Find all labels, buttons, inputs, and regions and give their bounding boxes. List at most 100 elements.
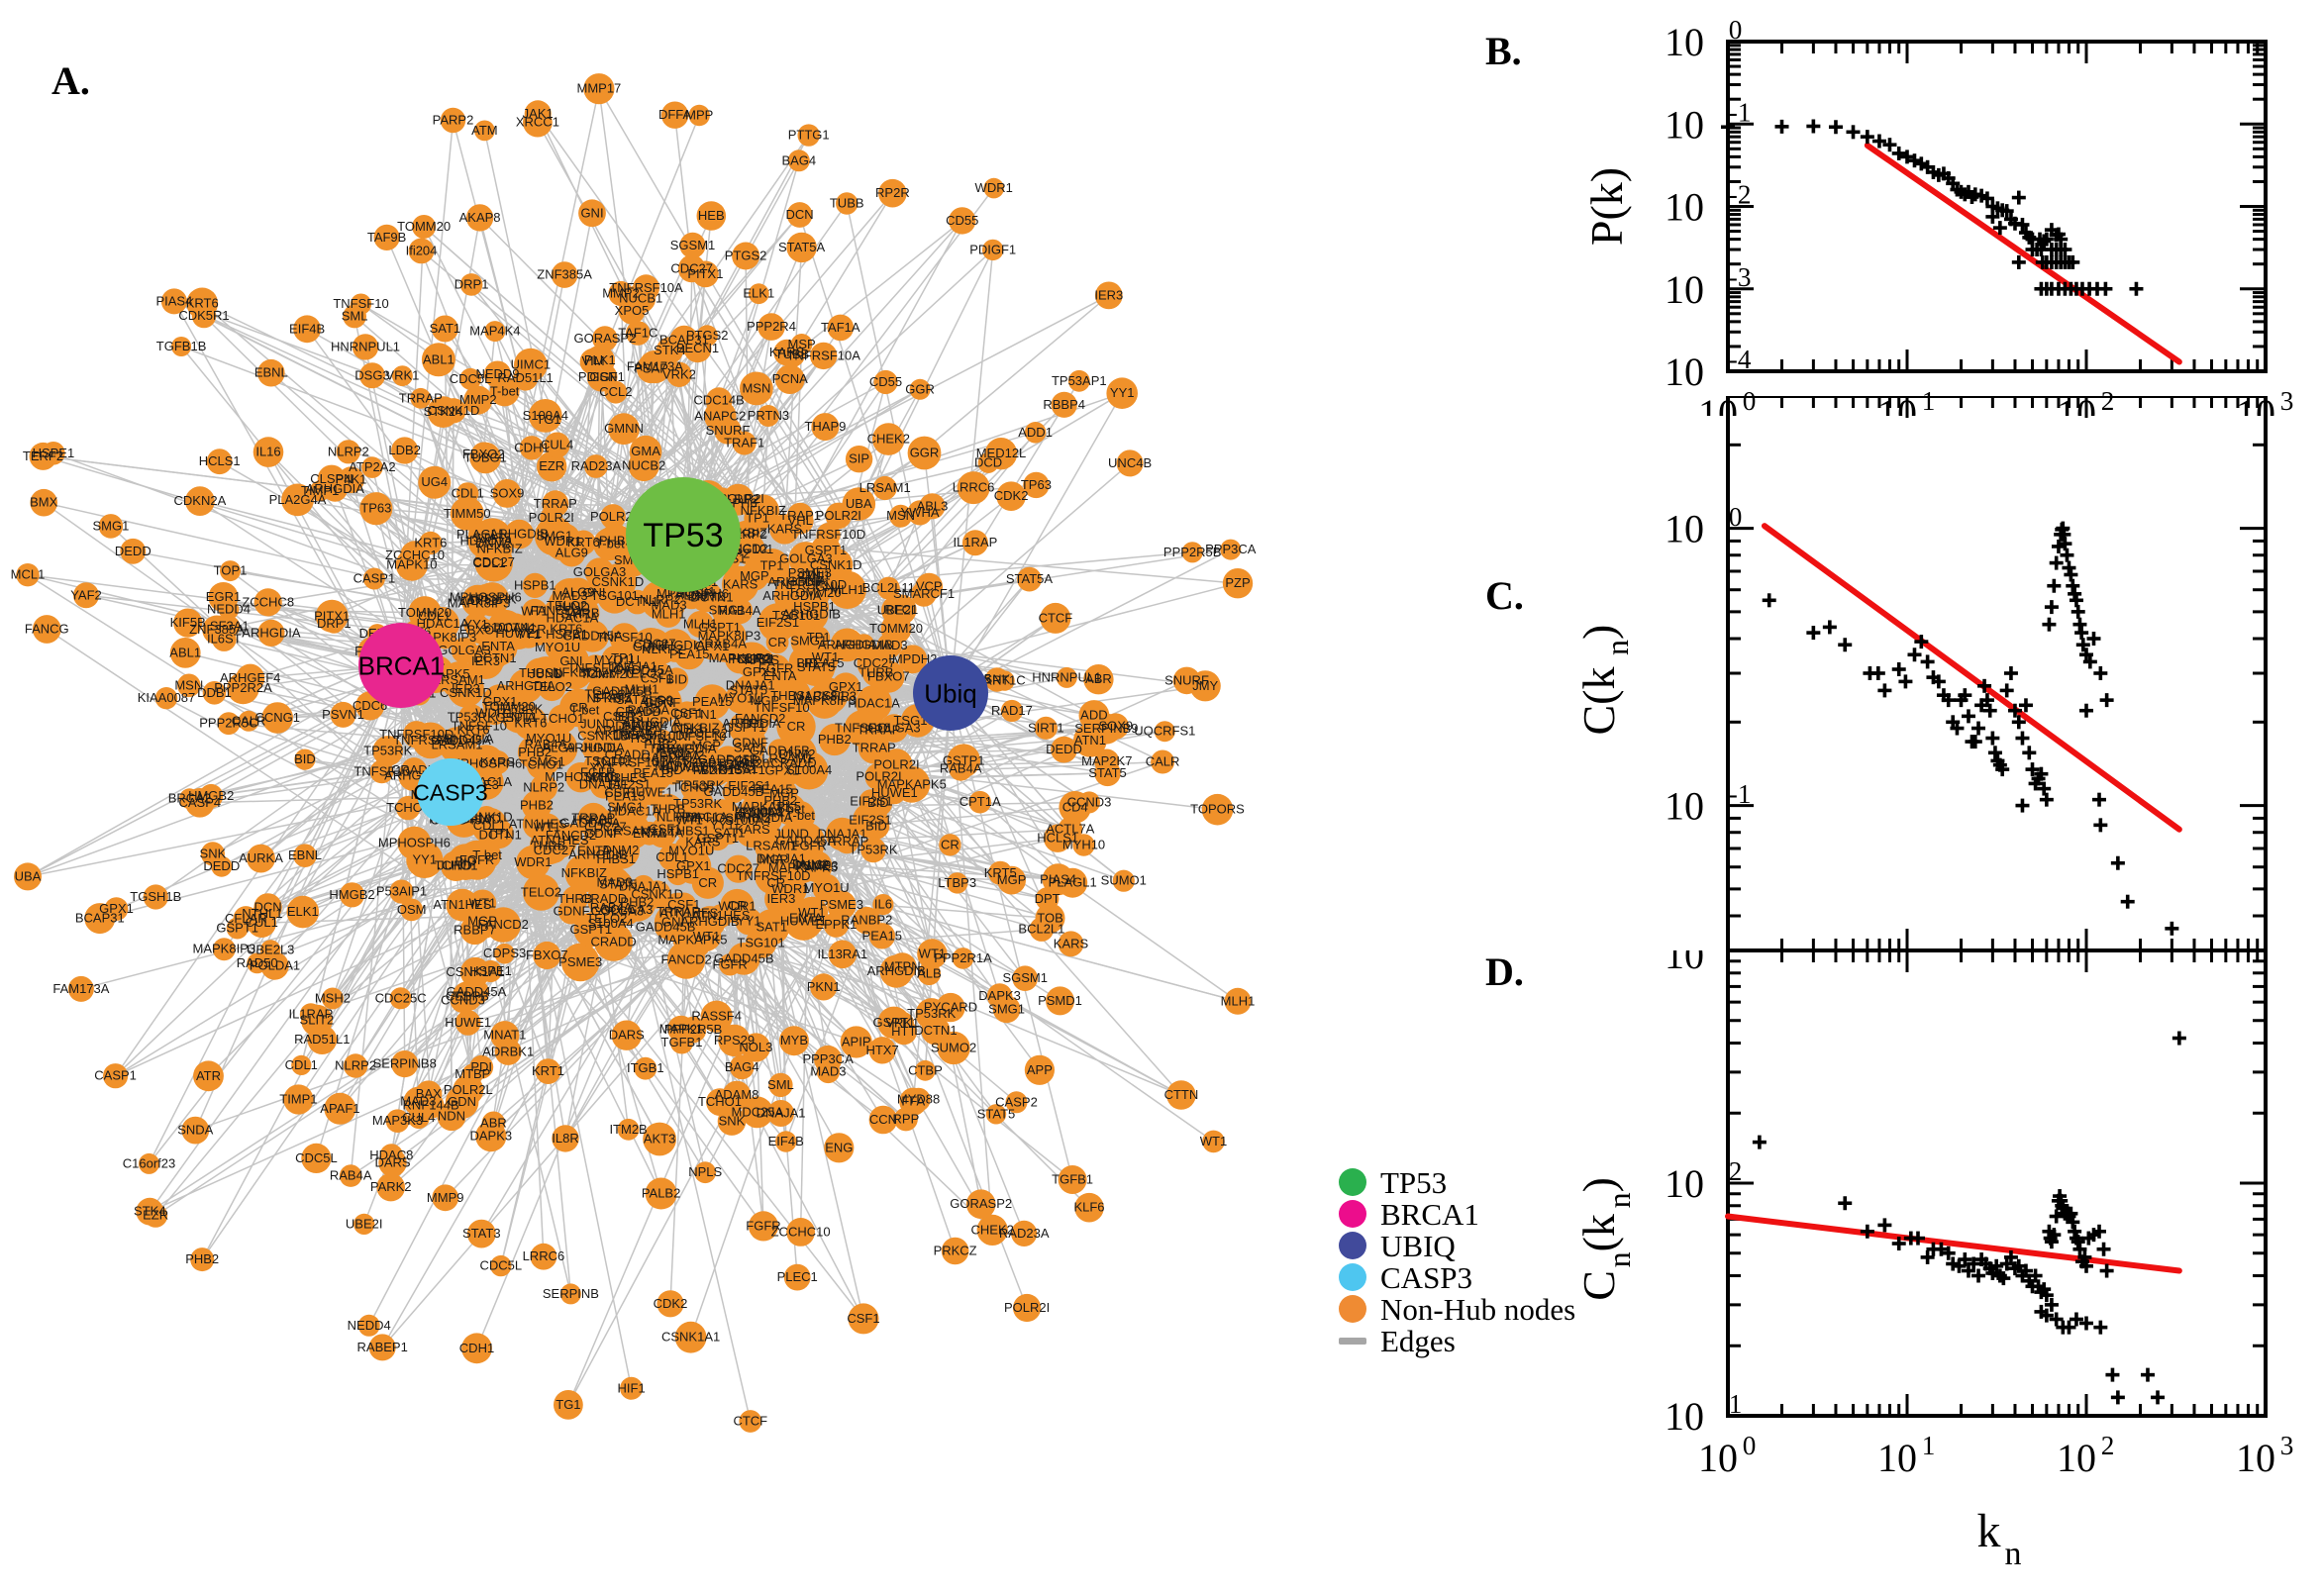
network-node[interactable] xyxy=(317,464,347,493)
network-node[interactable] xyxy=(780,823,804,847)
network-node[interactable] xyxy=(469,442,502,474)
network-node[interactable] xyxy=(676,819,701,844)
network-node[interactable] xyxy=(632,874,656,898)
network-node[interactable] xyxy=(823,912,850,938)
network-node[interactable] xyxy=(261,702,294,734)
network-node[interactable] xyxy=(395,795,421,821)
network-node[interactable] xyxy=(765,661,794,691)
network-node[interactable] xyxy=(700,1000,733,1033)
network-node[interactable] xyxy=(597,578,633,614)
network-node[interactable] xyxy=(698,754,730,786)
network-node[interactable] xyxy=(489,824,512,847)
network-node[interactable] xyxy=(828,940,858,969)
network-node[interactable] xyxy=(907,436,942,470)
network-node[interactable] xyxy=(324,613,345,634)
network-node[interactable] xyxy=(361,456,383,478)
network-node[interactable] xyxy=(538,672,566,702)
network-node[interactable] xyxy=(530,773,557,802)
network-node[interactable] xyxy=(729,1054,755,1080)
network-node[interactable] xyxy=(634,1056,657,1080)
network-node[interactable] xyxy=(401,757,427,783)
network-node[interactable] xyxy=(757,405,779,427)
network-node[interactable] xyxy=(338,466,364,494)
network-node[interactable] xyxy=(484,321,506,343)
network-node[interactable] xyxy=(639,628,670,660)
network-node[interactable] xyxy=(636,353,666,384)
network-node[interactable] xyxy=(359,492,393,526)
network-node[interactable] xyxy=(643,1122,676,1156)
network-node[interactable] xyxy=(719,953,742,976)
network-node[interactable] xyxy=(577,704,618,745)
network-node[interactable] xyxy=(868,1037,896,1064)
network-node[interactable] xyxy=(853,802,888,839)
network-node[interactable] xyxy=(1051,736,1077,763)
network-node[interactable] xyxy=(741,1033,771,1062)
network-node[interactable] xyxy=(860,837,886,863)
network-node[interactable] xyxy=(706,1088,734,1116)
network-node[interactable] xyxy=(605,778,636,809)
network-node[interactable] xyxy=(389,987,412,1010)
network-node[interactable] xyxy=(584,454,608,478)
network-node[interactable] xyxy=(641,684,672,717)
network-node[interactable] xyxy=(626,321,651,346)
network-node[interactable] xyxy=(917,939,948,969)
network-node[interactable] xyxy=(876,576,900,600)
network-node[interactable] xyxy=(1034,716,1058,740)
network-node[interactable] xyxy=(939,834,961,856)
network-node[interactable] xyxy=(454,1010,481,1036)
network-node[interactable] xyxy=(545,635,570,660)
network-node[interactable] xyxy=(238,710,259,732)
network-node[interactable] xyxy=(494,943,515,964)
network-node[interactable] xyxy=(418,465,452,499)
network-node[interactable] xyxy=(477,551,501,575)
network-node[interactable] xyxy=(732,431,757,455)
network-node[interactable] xyxy=(653,589,685,622)
network-node[interactable] xyxy=(598,524,633,558)
network-node[interactable] xyxy=(253,588,282,617)
network-node[interactable] xyxy=(635,723,660,748)
network-node[interactable] xyxy=(247,844,275,873)
network-node[interactable] xyxy=(402,721,431,748)
network-node[interactable] xyxy=(873,369,898,395)
network-node[interactable] xyxy=(552,1125,579,1152)
network-node[interactable] xyxy=(880,748,913,781)
network-node[interactable] xyxy=(957,471,990,505)
network-node[interactable] xyxy=(463,385,493,415)
network-node[interactable] xyxy=(840,1026,872,1058)
network-node[interactable] xyxy=(286,895,320,929)
network-node[interactable] xyxy=(459,367,481,390)
network-node[interactable] xyxy=(686,611,714,638)
network-node[interactable] xyxy=(479,959,502,983)
network-node[interactable] xyxy=(330,701,356,728)
network-node[interactable] xyxy=(558,655,592,690)
network-node[interactable] xyxy=(818,723,851,756)
network-node[interactable] xyxy=(844,710,881,748)
network-node[interactable] xyxy=(977,452,999,473)
network-node[interactable] xyxy=(968,790,991,814)
network-node[interactable] xyxy=(810,342,838,370)
network-node[interactable] xyxy=(485,749,510,775)
network-node[interactable] xyxy=(391,437,419,464)
network-node[interactable] xyxy=(834,829,859,854)
network-node[interactable] xyxy=(997,865,1026,895)
network-node[interactable] xyxy=(1058,817,1083,842)
network-node[interactable] xyxy=(917,961,942,986)
network-node[interactable] xyxy=(921,1016,951,1046)
network-node[interactable] xyxy=(544,432,570,458)
network-node[interactable] xyxy=(811,413,840,442)
network-node[interactable] xyxy=(523,873,559,911)
network-node[interactable] xyxy=(666,862,689,886)
network-node[interactable] xyxy=(984,667,1010,692)
network-node[interactable] xyxy=(872,894,894,916)
network-node[interactable] xyxy=(494,1038,522,1065)
network-node[interactable] xyxy=(427,396,459,428)
network-node[interactable] xyxy=(889,504,913,528)
network-node[interactable] xyxy=(537,451,567,482)
network-node[interactable] xyxy=(680,774,708,801)
network-node[interactable] xyxy=(483,360,512,388)
network-node[interactable] xyxy=(585,661,611,687)
network-node[interactable] xyxy=(561,885,588,912)
network-node[interactable] xyxy=(764,882,798,916)
network-node[interactable] xyxy=(765,631,789,654)
network-node[interactable] xyxy=(747,494,779,528)
